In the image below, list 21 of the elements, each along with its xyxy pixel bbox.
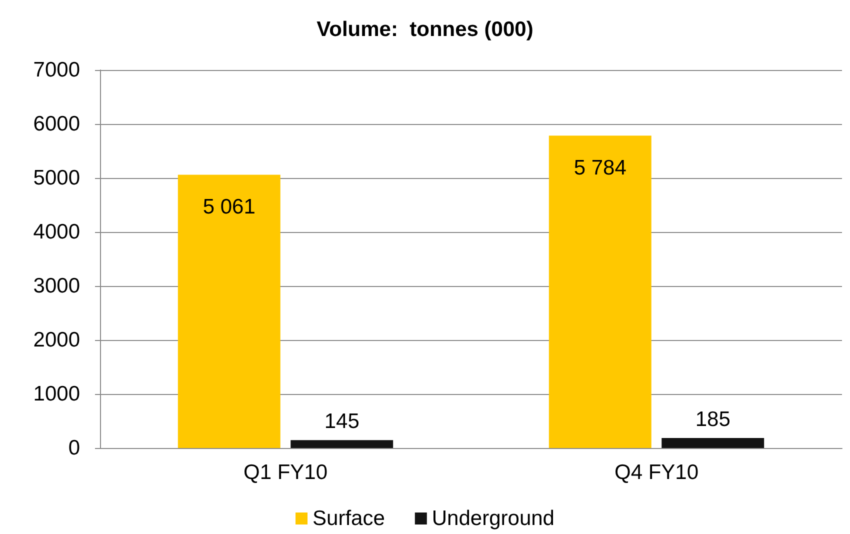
bar (662, 438, 764, 448)
data-label: 5 061 (202, 196, 256, 219)
y-tick-label: 1000 (33, 382, 80, 406)
data-label: 5 784 (574, 156, 627, 180)
data-label: 185 (695, 408, 730, 432)
bar (290, 440, 394, 448)
x-tick-label: Q4 FY10 (614, 461, 699, 484)
chart-title: Volume: tonnes (000) (316, 18, 534, 41)
y-tick-label: 0 (68, 436, 80, 460)
y-tick-label: 7000 (33, 58, 80, 82)
legend-label: Underground (432, 507, 554, 530)
legend-label: Surface (312, 507, 385, 530)
y-tick-label: 3000 (33, 274, 80, 298)
y-tick-label: 5000 (33, 166, 80, 190)
data-label: 145 (324, 410, 360, 434)
y-tick-label: 4000 (33, 220, 80, 244)
y-tick-label: 6000 (33, 112, 80, 136)
bar (548, 136, 652, 448)
bar (178, 174, 280, 448)
y-tick-label: 2000 (33, 328, 80, 352)
x-tick-label: Q1 FY10 (243, 461, 328, 484)
